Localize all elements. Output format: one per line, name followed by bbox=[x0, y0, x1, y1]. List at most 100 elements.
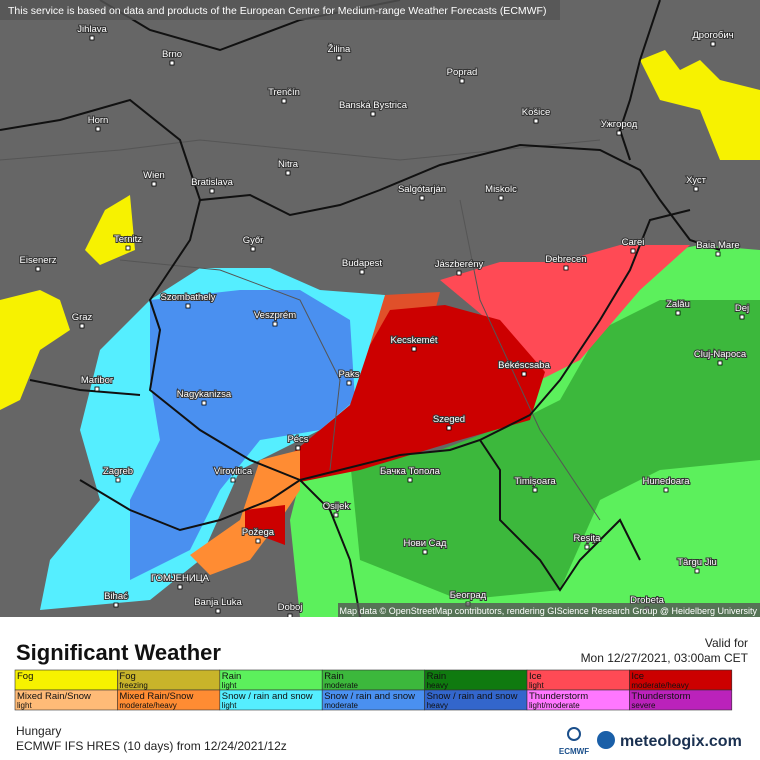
legend-label: Snow / rain and snow bbox=[222, 691, 313, 702]
ice-heavy-area bbox=[245, 505, 285, 545]
snow-moderate-area bbox=[130, 290, 355, 580]
city-labels: Jihlava Brno Žilina Poprad Дрогобич Trenčín Ba… bbox=[19, 23, 750, 617]
city-label: Eisenerz bbox=[20, 255, 57, 266]
city-label: Wien bbox=[143, 170, 165, 181]
legend-label: Snow / rain and snow bbox=[427, 691, 518, 702]
city-label: Salgótarján bbox=[398, 184, 446, 195]
city-dot bbox=[533, 118, 539, 124]
legend-sublabel: light bbox=[222, 701, 237, 710]
city-dot bbox=[125, 245, 131, 251]
city-dot bbox=[675, 310, 681, 316]
meteologix-icon bbox=[597, 731, 615, 749]
city-label: Osijek bbox=[323, 501, 350, 512]
city-label: Београд bbox=[450, 590, 487, 601]
city-label: Banja Luka bbox=[194, 597, 242, 608]
city-dot bbox=[215, 608, 221, 614]
city-label: Dej bbox=[735, 303, 749, 314]
city-label: Debrecen bbox=[545, 254, 586, 265]
city-label: Nagykanizsa bbox=[177, 389, 232, 400]
city-label: Brno bbox=[162, 49, 182, 60]
city-dot bbox=[94, 386, 100, 392]
city-dot bbox=[287, 613, 293, 617]
city-label: Szeged bbox=[433, 414, 465, 425]
city-label: Хуст bbox=[686, 175, 707, 186]
legend-sublabel: light bbox=[222, 681, 237, 690]
city-label: Miskolc bbox=[485, 184, 517, 195]
city-dot bbox=[407, 477, 413, 483]
legend-sublabel: light/moderate bbox=[529, 701, 580, 710]
ecmwf-icon bbox=[567, 727, 581, 741]
city-label: Jászberény bbox=[435, 259, 484, 270]
border bbox=[479, 439, 641, 592]
city-label: Carei bbox=[622, 237, 645, 248]
attribution: Map data © OpenStreetMap contributors, r… bbox=[340, 606, 758, 616]
city-label: Zalău bbox=[666, 299, 690, 310]
legend-label: Mixed Rain/Snow bbox=[17, 691, 91, 702]
legend-sublabel: moderate bbox=[324, 681, 358, 690]
city-label: Бачка Топола bbox=[380, 466, 441, 477]
city-label: ГОМЈЕНИЦА bbox=[151, 573, 210, 584]
city-dot bbox=[151, 181, 157, 187]
city-label: Paks bbox=[338, 369, 359, 380]
city-dot bbox=[255, 538, 261, 544]
legend-sublabel: moderate/heavy bbox=[631, 681, 688, 690]
city-dot bbox=[459, 78, 465, 84]
rain-moderate-area bbox=[350, 300, 760, 600]
legend-label: Rain bbox=[222, 671, 242, 682]
city-label: Maribor bbox=[81, 375, 113, 386]
city-dot bbox=[115, 477, 121, 483]
city-dot bbox=[201, 400, 207, 406]
weather-areas bbox=[0, 50, 760, 617]
city-dot bbox=[230, 477, 236, 483]
city-dot bbox=[630, 248, 636, 254]
city-dot bbox=[717, 360, 723, 366]
map: Jihlava Brno Žilina Poprad Дрогобич Trenčín Ba… bbox=[0, 0, 760, 617]
legend-label: Rain bbox=[427, 671, 447, 682]
legend-swatch bbox=[629, 689, 733, 711]
city-label: Banská Bystrica bbox=[339, 100, 408, 111]
legend-sublabel: heavy bbox=[427, 681, 448, 690]
legend-label: Fog bbox=[119, 671, 135, 682]
city-label: Jihlava bbox=[77, 24, 107, 35]
region: Hungary bbox=[16, 724, 61, 738]
city-label: Zagreb bbox=[103, 466, 133, 477]
city-label: Trenčín bbox=[268, 87, 300, 98]
ecmwf-logo: ECMWF bbox=[559, 747, 589, 756]
legend-label: Snow / rain and snow bbox=[324, 691, 415, 702]
city-dot bbox=[422, 549, 428, 555]
legend-label: Thunderstorm bbox=[631, 691, 690, 702]
city-dot bbox=[693, 186, 699, 192]
border bbox=[79, 478, 361, 617]
city-dot bbox=[739, 314, 745, 320]
city-dot bbox=[95, 126, 101, 132]
legend-label: Ice bbox=[631, 671, 644, 682]
city-label: Дрогобич bbox=[692, 30, 733, 41]
city-label: Szombathely bbox=[161, 292, 216, 303]
city-dot bbox=[250, 246, 256, 252]
notice-bar bbox=[0, 0, 560, 20]
model: ECMWF IFS HRES (10 days) from 12/24/2021… bbox=[16, 739, 287, 753]
city-label: Bratislava bbox=[191, 177, 233, 188]
city-label: Târgu Jiu bbox=[677, 557, 717, 568]
city-dot bbox=[281, 98, 287, 104]
city-dot bbox=[446, 425, 452, 431]
legend-label: Fog bbox=[17, 671, 33, 682]
legend-sublabel: light bbox=[529, 681, 544, 690]
legend-sublabel: heavy bbox=[427, 701, 448, 710]
city-label: Reșița bbox=[574, 533, 602, 544]
city-dot bbox=[79, 323, 85, 329]
city-label: Kecskemét bbox=[391, 335, 438, 346]
city-dot bbox=[185, 303, 191, 309]
legend-sublabel: severe bbox=[631, 701, 656, 710]
city-label: Poprad bbox=[447, 67, 478, 78]
city-label: Veszprém bbox=[254, 310, 296, 321]
city-dot bbox=[498, 195, 504, 201]
city-dot bbox=[584, 544, 590, 550]
city-dot bbox=[336, 55, 342, 61]
city-label: Požega bbox=[242, 527, 275, 538]
city-label: Budapest bbox=[342, 258, 383, 269]
legend-label: Ice bbox=[529, 671, 542, 682]
city-label: Ternitz bbox=[114, 234, 142, 245]
city-dot bbox=[411, 346, 417, 352]
city-label: Pécs bbox=[287, 434, 308, 445]
